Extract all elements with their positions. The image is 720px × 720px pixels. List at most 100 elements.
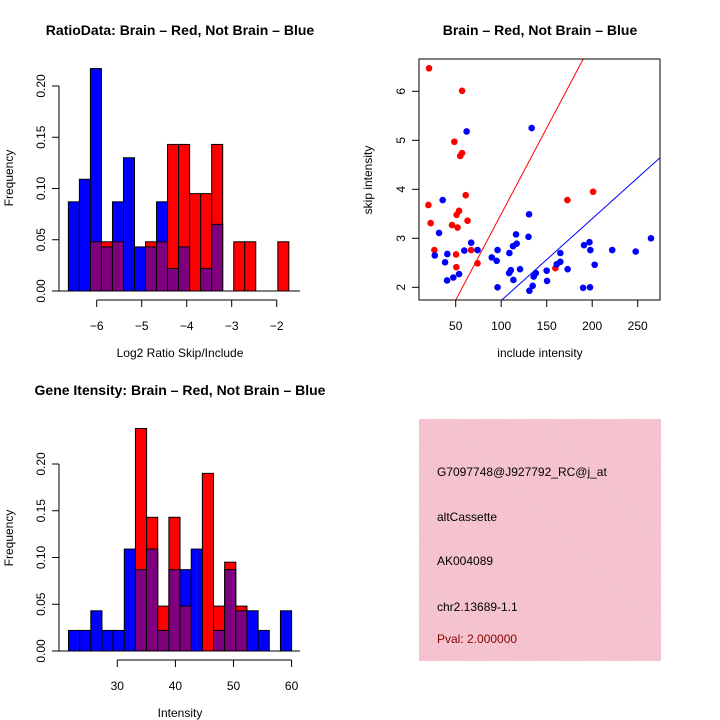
brain-point (464, 217, 471, 224)
hist1-overlap-bar (89, 241, 102, 292)
hist2-overlap-bar (213, 629, 226, 652)
not-brain-point (455, 270, 463, 278)
hist2-overlap-bar (157, 629, 170, 652)
probe-id: G7097748@J927792_RC@j_at (437, 465, 607, 479)
hist2-bar (246, 610, 259, 652)
not-brain-point (587, 246, 594, 254)
not-brain-point (526, 287, 533, 295)
not-brain-point (488, 254, 496, 261)
brain-point (451, 138, 458, 146)
hist1-overlap-bar (145, 246, 158, 292)
scatter-x-tick-label: 100 (491, 319, 511, 333)
hist1-bar (233, 241, 246, 292)
not-brain-point (525, 233, 532, 241)
scatter-x-tick-label: 150 (537, 319, 557, 333)
hist2-x-tick-label: 60 (285, 679, 299, 693)
brain-point (458, 87, 466, 95)
not-brain-point (557, 258, 564, 266)
brain-point (467, 246, 475, 254)
hist1-x-tick-label: −4 (180, 319, 194, 333)
scatter-x-tick-label: 50 (449, 319, 463, 333)
scatter-y-tick-label: 4 (394, 186, 408, 193)
not-brain-point (516, 265, 524, 273)
hist2-overlap-bar (134, 569, 148, 652)
hist2-overlap-bar (168, 569, 181, 652)
brain-point (474, 259, 481, 267)
not-brain-point (557, 249, 564, 257)
hist2-overlap-bar (179, 605, 192, 652)
brain-point (452, 251, 460, 258)
hist2-bar (112, 629, 125, 652)
not-brain-point (525, 210, 533, 218)
hist1-overlap-bar (100, 246, 113, 292)
not-brain-point (529, 282, 536, 290)
hist2-y-tick-label: 0.10 (34, 545, 48, 569)
not-brain-point (564, 265, 571, 273)
not-brain-point (579, 284, 587, 292)
hist1-x-tick-label: −2 (270, 319, 284, 333)
hist2-y-tick-label: 0.00 (34, 639, 48, 663)
not-brain-point (580, 241, 588, 249)
hist1-bar (122, 157, 135, 292)
brain-point (564, 196, 571, 204)
hist1-overlap-bar (111, 241, 124, 292)
brain-point (425, 64, 433, 72)
hist1-overlap-bar (200, 267, 213, 292)
hist1-overlap-bar (178, 246, 191, 292)
not-brain-point (608, 246, 616, 254)
hist1-x-tick-label: −3 (225, 319, 239, 333)
brain-point (453, 263, 460, 271)
not-brain-point (591, 261, 598, 269)
not-brain-point (493, 257, 500, 265)
info-panel: G7097748@J927792_RC@j_at altCassette AK0… (419, 419, 661, 661)
hist1-y-tick-label: 0.00 (34, 279, 48, 303)
location: chr2.13689-1.1 (437, 600, 518, 614)
hist1-overlap-bar (156, 241, 169, 292)
hist2-overlap-bar (235, 610, 248, 652)
pval: Pval: 2.000000 (437, 632, 518, 646)
hist1-overlap-bar (167, 267, 180, 292)
hist1-bar (244, 241, 257, 292)
hist2-bar (123, 548, 136, 652)
hist2-bar (101, 629, 114, 652)
not-brain-point (435, 229, 443, 237)
hist2-bar (257, 629, 270, 652)
hist2-overlap-bar (224, 569, 237, 652)
not-brain-point (543, 267, 550, 274)
not-brain-point (586, 284, 594, 291)
hist2-bar (279, 610, 293, 652)
brain-point (425, 201, 432, 209)
not-brain-point (467, 239, 475, 247)
not-brain-point (444, 250, 451, 258)
not-brain-point (647, 235, 655, 242)
scatter-y-tick-label: 2 (394, 284, 408, 291)
not-brain-point (512, 231, 520, 238)
not-brain-point (507, 266, 515, 274)
not-brain-point (450, 274, 457, 281)
not-brain-point (463, 128, 470, 135)
scatter-x-tick-label: 250 (628, 319, 648, 333)
hist2-bar (90, 610, 103, 652)
hist1-bar (67, 201, 80, 292)
hist2-y-tick-label: 0.15 (34, 499, 48, 523)
fit-line (501, 157, 660, 300)
hist2-bar (190, 548, 203, 652)
not-brain-point (494, 284, 501, 291)
hist2-x-tick-label: 40 (169, 679, 183, 693)
scatter-y-tick-label: 5 (394, 137, 408, 144)
hist1-y-tick-label: 0.05 (34, 228, 48, 252)
hist2-bar (79, 629, 92, 652)
not-brain-point (431, 252, 439, 259)
hist1-bar (277, 241, 290, 292)
scatter-y-tick-label: 3 (394, 235, 408, 242)
scatter-title: Brain – Red, Not Brain – Blue (443, 22, 638, 38)
not-brain-point (543, 277, 551, 285)
hist1-x-tick-label: −6 (90, 319, 104, 333)
not-brain-point (441, 259, 449, 266)
brain-point (448, 221, 456, 229)
scatter-y-tick-label: 6 (394, 88, 408, 95)
not-brain-point (443, 277, 451, 284)
hist1-overlap-bar (211, 223, 224, 292)
not-brain-point (632, 248, 639, 255)
not-brain-point (461, 247, 468, 254)
